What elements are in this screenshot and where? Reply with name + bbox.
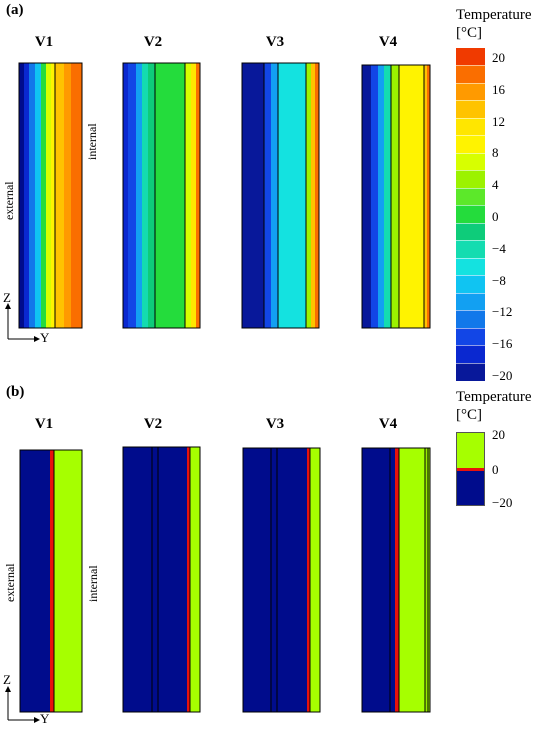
column-title-v1: V1 <box>34 416 54 432</box>
axis-triad-a <box>5 303 40 342</box>
colorbar-b-warm-segment <box>457 433 484 469</box>
colorbar-a-swatch <box>456 275 485 294</box>
wall-a-v1 <box>18 62 83 329</box>
wall-a-v3 <box>241 62 320 329</box>
panel-b-label: (b) <box>6 384 25 400</box>
wall-b-v3 <box>242 447 321 713</box>
colorbar-a-tick: 20 <box>492 50 505 65</box>
colorbar-a-tick: −20 <box>492 368 513 383</box>
colorbar-a-tick: 12 <box>492 113 505 129</box>
column-title-v3: V3 <box>265 416 285 432</box>
colorbar-a-tick: −16 <box>492 336 513 352</box>
colorbar-a-swatch <box>456 240 485 259</box>
colorbar-b-title-line2: [°C] <box>456 407 482 423</box>
colorbar-a-tick: 8 <box>492 145 499 161</box>
colorbar-a-tick: −12 <box>492 304 513 320</box>
colorbar-a-tick: −4 <box>492 240 506 256</box>
colorbar-a-swatch <box>456 82 485 101</box>
column-title-v4: V4 <box>378 34 398 50</box>
colorbar-a-swatch <box>456 187 485 206</box>
colorbar-a-ticks: 20 16 12 8 4 0 −4 −8 −12 −16 −20 <box>492 48 542 383</box>
colorbar-a-tick: 16 <box>492 81 505 97</box>
colorbar-a-swatch <box>456 135 485 154</box>
colorbar-a-swatch <box>456 117 485 136</box>
colorbar-a-swatch <box>456 205 485 224</box>
colorbar-a-swatch <box>456 170 485 189</box>
axis-triad-b <box>5 686 40 723</box>
colorbar-a-tick: 0 <box>492 209 499 224</box>
colorbar-b-tick: 0 <box>492 462 499 477</box>
panel-a-label: (a) <box>6 2 24 18</box>
column-title-v3: V3 <box>265 34 285 50</box>
axis-y-label-b: Y <box>40 711 50 726</box>
colorbar-a-tick: −8 <box>492 272 506 288</box>
column-title-v4: V4 <box>378 416 398 432</box>
wall-a-v2 <box>122 62 201 329</box>
colorbar-a-title-line1: Temperature <box>456 7 532 23</box>
column-title-v2: V2 <box>143 416 163 432</box>
axis-z-label-a: Z <box>3 290 11 305</box>
colorbar-b-zero-line <box>457 468 484 471</box>
column-title-v1: V1 <box>34 34 54 50</box>
colorbar-a-swatch <box>456 222 485 241</box>
colorbar-a-title-line2: [°C] <box>456 25 482 41</box>
colorbar-a-swatch <box>456 65 485 84</box>
colorbar-a-tick: 4 <box>492 177 499 193</box>
colorbar-a-swatch <box>456 48 485 67</box>
colorbar-a-swatch <box>456 310 485 329</box>
wall-b-v1 <box>19 449 83 713</box>
colorbar-b-cold-segment <box>457 471 484 505</box>
column-title-v2: V2 <box>143 34 163 50</box>
colorbar-a-swatch <box>456 152 485 171</box>
colorbar-a-swatch <box>456 327 485 346</box>
wall-b-v4 <box>361 447 431 713</box>
wall-a-v4 <box>361 64 431 329</box>
colorbar-a-swatch <box>456 257 485 276</box>
colorbar-b-tick: 20 <box>492 427 505 442</box>
wall-b-v2 <box>122 446 201 713</box>
colorbar-b <box>456 432 485 506</box>
axis-y-label-a: Y <box>40 330 50 345</box>
colorbar-a-swatch <box>456 345 485 364</box>
colorbar-a <box>456 48 485 381</box>
colorbar-a-swatch <box>456 362 485 381</box>
colorbar-b-title-line1: Temperature <box>456 389 532 405</box>
colorbar-a-swatch <box>456 100 485 119</box>
colorbar-a-swatch <box>456 292 485 311</box>
colorbar-b-tick: −20 <box>492 495 513 510</box>
axis-z-label-b: Z <box>3 672 11 687</box>
